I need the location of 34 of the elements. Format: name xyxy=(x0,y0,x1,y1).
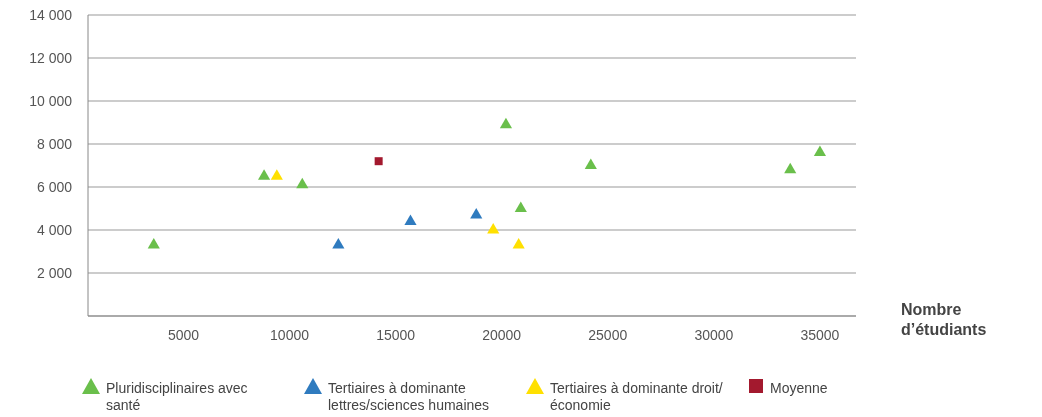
point xyxy=(332,238,345,249)
y-tick-label: 2 000 xyxy=(36,264,73,281)
y-tick-label: 14 000 xyxy=(29,6,73,23)
legend-label: Moyenne xyxy=(770,380,828,397)
point xyxy=(404,214,417,225)
point xyxy=(147,238,160,249)
x-tick-label: 30000 xyxy=(694,326,734,343)
y-tick-label: 10 000 xyxy=(29,92,73,109)
point xyxy=(784,162,797,174)
point xyxy=(470,207,483,219)
point xyxy=(270,169,283,180)
y-tick-label: 8 000 xyxy=(36,135,73,152)
point xyxy=(487,222,500,234)
point xyxy=(813,145,827,157)
legend-label: Pluridisciplinaires avec santé xyxy=(106,380,249,414)
y-tick-label: 6 000 xyxy=(36,178,73,195)
y-tick-label: 4 000 xyxy=(36,221,73,238)
x-tick-label: 35000 xyxy=(800,326,840,343)
point xyxy=(512,238,525,249)
point xyxy=(514,201,527,213)
x-tick-label: 25000 xyxy=(588,326,628,343)
point xyxy=(296,177,309,189)
x-tick-label: 20000 xyxy=(482,326,522,343)
x-tick-label: 15000 xyxy=(376,326,416,343)
point xyxy=(374,157,383,166)
point xyxy=(584,158,597,170)
legend-label: Tertiaires à dominante droit/économie xyxy=(550,380,724,414)
x-tick-label: 10000 xyxy=(270,326,310,343)
legend-label: Tertiaires à dominante lettres/sciences humaines xyxy=(328,380,491,414)
point xyxy=(499,117,513,129)
point xyxy=(258,169,271,180)
x-axis-title: Nombre d’étudiants xyxy=(901,300,988,340)
x-tick-label: 5000 xyxy=(167,326,200,343)
y-tick-label: 12 000 xyxy=(29,49,73,66)
